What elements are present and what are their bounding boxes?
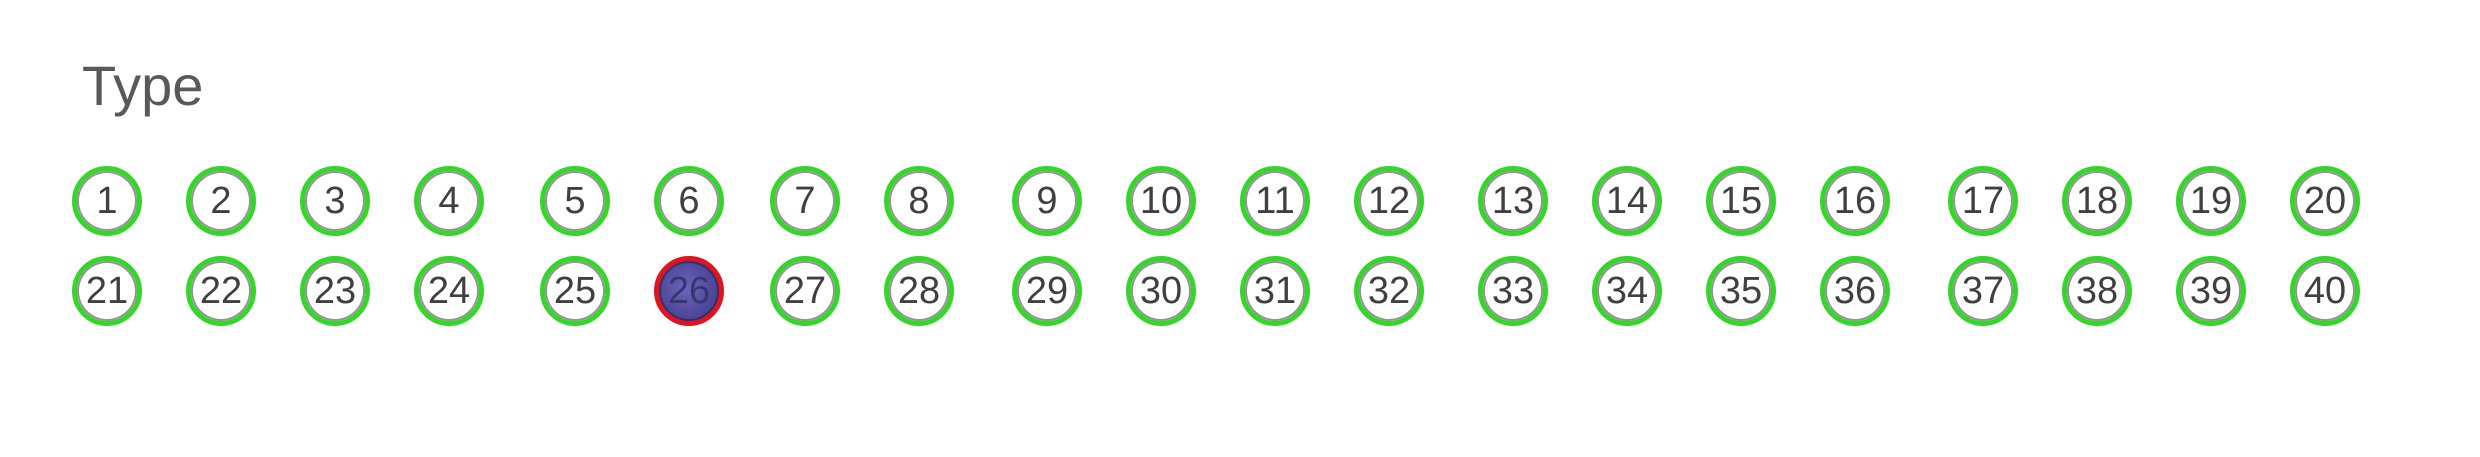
bubble-1[interactable]: 1 xyxy=(72,166,142,236)
bubble-number: 30 xyxy=(1139,270,1183,312)
bubble-11[interactable]: 11 xyxy=(1240,166,1310,236)
bubble-number: 15 xyxy=(1719,180,1763,222)
section-title: Type xyxy=(82,54,204,117)
bubble-16[interactable]: 16 xyxy=(1820,166,1890,236)
bubble-number: 36 xyxy=(1833,270,1877,312)
bubble-number: 38 xyxy=(2075,270,2119,312)
bubble-number: 4 xyxy=(438,180,460,222)
bubble-number: 26 xyxy=(667,270,711,312)
bubble-26[interactable]: 26 xyxy=(654,256,724,326)
bubble-38[interactable]: 38 xyxy=(2062,256,2132,326)
bubble-number: 19 xyxy=(2189,180,2233,222)
bubble-number: 11 xyxy=(1255,180,1295,222)
bubble-number: 33 xyxy=(1491,270,1535,312)
bubble-10[interactable]: 10 xyxy=(1126,166,1196,236)
bubble-number: 12 xyxy=(1367,180,1411,222)
bubble-21[interactable]: 21 xyxy=(72,256,142,326)
bubble-4[interactable]: 4 xyxy=(414,166,484,236)
bubble-number: 14 xyxy=(1605,180,1649,222)
bubble-row-2: 21 22 23 24 25 26 27 28 29 30 31 32 33 34 35 36 37 38 39 40 xyxy=(72,256,2362,336)
bubble-2[interactable]: 2 xyxy=(186,166,256,236)
bubble-number: 2 xyxy=(210,180,232,222)
bubble-33[interactable]: 33 xyxy=(1478,256,1548,326)
bubble-number: 20 xyxy=(2303,180,2347,222)
bubble-row-1: 1 2 3 4 5 6 7 8 9 10 11 12 13 14 15 16 17 18 19 20 xyxy=(72,166,2362,246)
bubble-number: 29 xyxy=(1025,270,1069,312)
bubble-3[interactable]: 3 xyxy=(300,166,370,236)
bubble-number: 31 xyxy=(1253,270,1297,312)
bubble-30[interactable]: 30 xyxy=(1126,256,1196,326)
bubble-number: 23 xyxy=(313,270,357,312)
bubble-39[interactable]: 39 xyxy=(2176,256,2246,326)
bubble-number: 1 xyxy=(96,180,118,222)
bubble-40[interactable]: 40 xyxy=(2290,256,2360,326)
bubble-9[interactable]: 9 xyxy=(1012,166,1082,236)
bubble-29[interactable]: 29 xyxy=(1012,256,1082,326)
bubble-37[interactable]: 37 xyxy=(1948,256,2018,326)
bubble-number: 18 xyxy=(2075,180,2119,222)
bubble-32[interactable]: 32 xyxy=(1354,256,1424,326)
bubble-number: 25 xyxy=(553,270,597,312)
bubble-35[interactable]: 35 xyxy=(1706,256,1776,326)
bubble-15[interactable]: 15 xyxy=(1706,166,1776,236)
bubble-8[interactable]: 8 xyxy=(884,166,954,236)
bubble-36[interactable]: 36 xyxy=(1820,256,1890,326)
bubble-6[interactable]: 6 xyxy=(654,166,724,236)
bubble-number: 37 xyxy=(1961,270,2005,312)
bubble-number: 39 xyxy=(2189,270,2233,312)
bubble-number: 34 xyxy=(1605,270,1649,312)
bubble-number: 21 xyxy=(85,270,129,312)
bubble-number: 22 xyxy=(199,270,243,312)
bubble-number: 10 xyxy=(1139,180,1183,222)
bubble-number: 32 xyxy=(1367,270,1411,312)
bubble-number: 27 xyxy=(783,270,827,312)
bubble-14[interactable]: 14 xyxy=(1592,166,1662,236)
bubble-22[interactable]: 22 xyxy=(186,256,256,326)
bubble-31[interactable]: 31 xyxy=(1240,256,1310,326)
bubble-number: 9 xyxy=(1036,180,1058,222)
bubble-27[interactable]: 27 xyxy=(770,256,840,326)
bubble-12[interactable]: 12 xyxy=(1354,166,1424,236)
bubble-19[interactable]: 19 xyxy=(2176,166,2246,236)
bubble-number: 17 xyxy=(1961,180,2005,222)
bubble-number: 35 xyxy=(1719,270,1763,312)
bubble-number: 40 xyxy=(2303,270,2347,312)
bubble-13[interactable]: 13 xyxy=(1478,166,1548,236)
bubble-number: 8 xyxy=(908,180,930,222)
bubble-34[interactable]: 34 xyxy=(1592,256,1662,326)
bubble-17[interactable]: 17 xyxy=(1948,166,2018,236)
bubble-number: 24 xyxy=(427,270,471,312)
bubble-24[interactable]: 24 xyxy=(414,256,484,326)
bubble-number: 6 xyxy=(678,180,700,222)
bubble-number: 7 xyxy=(794,180,816,222)
bubble-number: 5 xyxy=(564,180,586,222)
bubble-7[interactable]: 7 xyxy=(770,166,840,236)
bubble-20[interactable]: 20 xyxy=(2290,166,2360,236)
bubble-number: 16 xyxy=(1833,180,1877,222)
bubble-number: 13 xyxy=(1491,180,1535,222)
bubble-23[interactable]: 23 xyxy=(300,256,370,326)
bubble-5[interactable]: 5 xyxy=(540,166,610,236)
bubble-number: 3 xyxy=(324,180,346,222)
bubble-number: 28 xyxy=(897,270,941,312)
bubble-18[interactable]: 18 xyxy=(2062,166,2132,236)
bubble-25[interactable]: 25 xyxy=(540,256,610,326)
bubble-28[interactable]: 28 xyxy=(884,256,954,326)
